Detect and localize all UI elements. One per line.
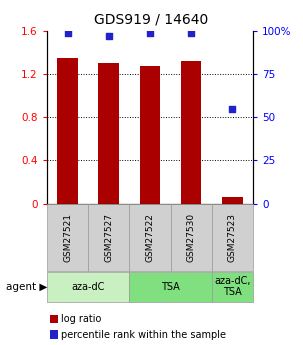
Bar bbox=[140, 66, 160, 204]
Bar bbox=[181, 61, 201, 204]
Text: aza-dC,
TSA: aza-dC, TSA bbox=[214, 276, 251, 297]
Point bbox=[148, 30, 152, 36]
Point bbox=[106, 33, 111, 39]
Point bbox=[189, 30, 194, 36]
Text: agent ▶: agent ▶ bbox=[6, 282, 48, 292]
Text: GSM27527: GSM27527 bbox=[104, 213, 113, 262]
Text: GSM27522: GSM27522 bbox=[145, 213, 155, 262]
Bar bbox=[222, 197, 243, 204]
Bar bbox=[98, 63, 119, 204]
Point bbox=[230, 106, 235, 111]
Text: aza-dC: aza-dC bbox=[72, 282, 105, 292]
Text: TSA: TSA bbox=[161, 282, 180, 292]
Text: percentile rank within the sample: percentile rank within the sample bbox=[61, 330, 226, 339]
Text: GSM27530: GSM27530 bbox=[187, 213, 196, 262]
Text: GDS919 / 14640: GDS919 / 14640 bbox=[94, 12, 209, 26]
Text: GSM27523: GSM27523 bbox=[228, 213, 237, 262]
Point bbox=[65, 30, 70, 36]
Text: GSM27521: GSM27521 bbox=[63, 213, 72, 262]
Text: log ratio: log ratio bbox=[61, 314, 101, 324]
Bar bbox=[57, 58, 78, 204]
